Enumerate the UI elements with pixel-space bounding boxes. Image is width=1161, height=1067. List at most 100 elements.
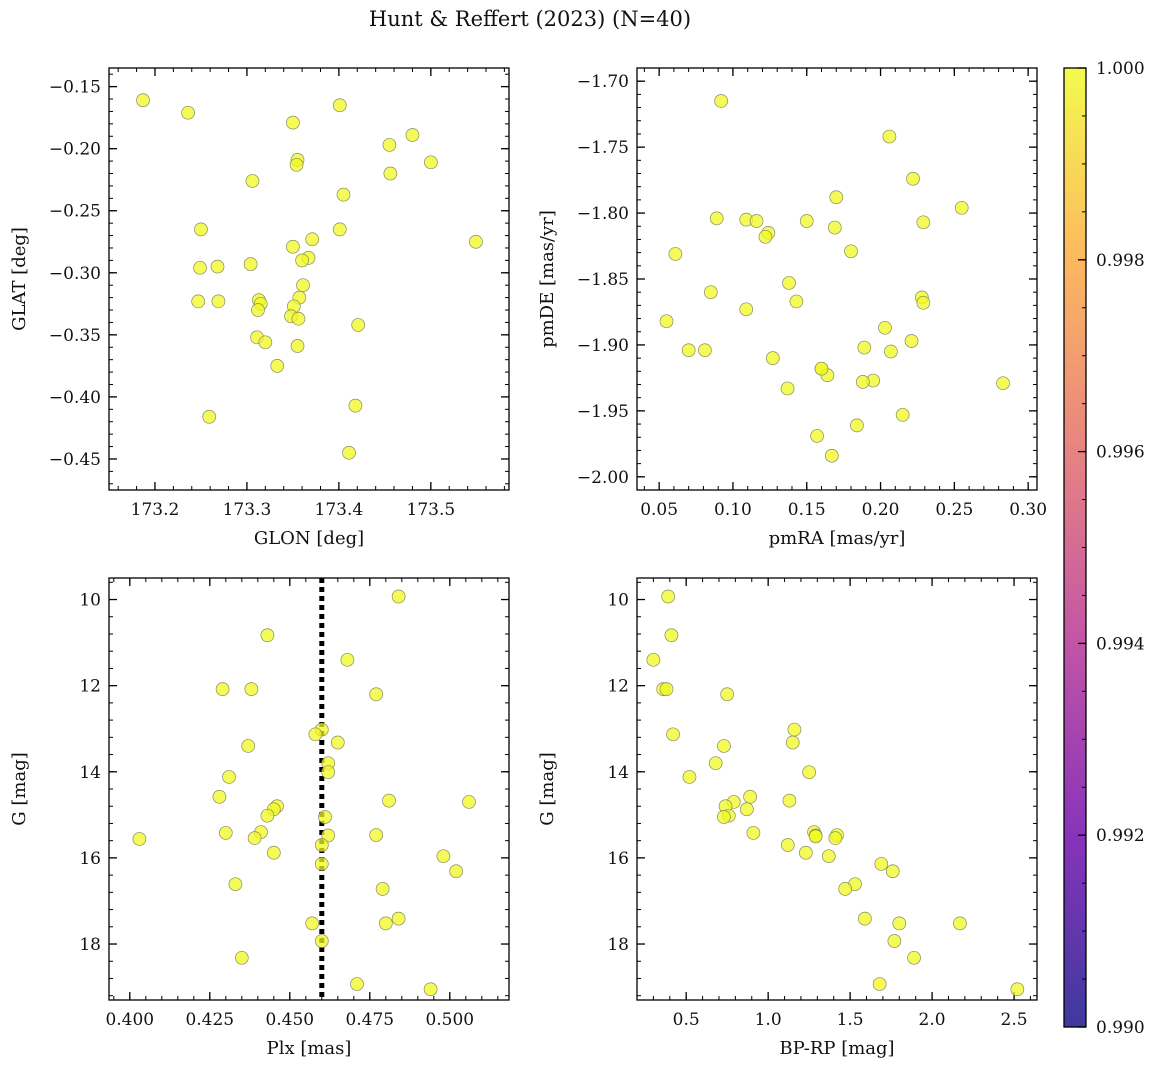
y-tick-label: −2.00 <box>577 468 629 488</box>
x-tick-label: 173.5 <box>407 500 456 520</box>
y-tick-label: −1.90 <box>577 336 629 356</box>
y-tick-label: 16 <box>79 849 101 869</box>
scatter-point <box>1010 982 1025 997</box>
scatter-point <box>210 259 225 274</box>
scatter-point <box>714 94 728 108</box>
scatter-point <box>181 105 195 120</box>
scatter-point <box>336 187 351 202</box>
scatter-point <box>290 339 305 353</box>
x-axis-label: BP-RP [mag] <box>779 1038 894 1059</box>
scatter-point <box>378 916 393 931</box>
scatter-point <box>321 828 336 843</box>
scatter-point <box>646 652 661 667</box>
x-tick-label: 173.3 <box>223 500 272 520</box>
scatter-point <box>191 294 206 309</box>
x-tick-label: 0.475 <box>345 1010 394 1030</box>
scatter-point <box>681 343 696 358</box>
y-tick-label: −1.80 <box>577 204 629 224</box>
scatter-point <box>895 407 910 422</box>
scatter-point <box>436 849 451 864</box>
x-tick-label: 0.10 <box>714 500 752 520</box>
scatter-point <box>857 340 872 355</box>
scatter-point <box>369 687 384 702</box>
scatter-point <box>904 334 919 348</box>
y-tick-label: −0.30 <box>49 264 101 284</box>
scatter-point <box>884 344 898 359</box>
x-tick-label: 0.500 <box>425 1010 474 1030</box>
scatter-point <box>708 756 723 771</box>
scatter-point <box>245 174 260 188</box>
scatter-point <box>321 765 336 780</box>
scatter-point <box>291 311 306 326</box>
x-tick-label: 173.4 <box>315 500 364 520</box>
scatter-point <box>289 157 304 172</box>
scatter-point <box>391 589 406 604</box>
scatter-point <box>821 849 836 864</box>
scatter-point <box>855 375 870 389</box>
scatter-point <box>682 770 697 784</box>
y-tick-label: −1.95 <box>577 402 629 422</box>
scatter-point <box>314 838 329 852</box>
colorbar-tick-label: 0.996 <box>1096 443 1145 463</box>
scatter-point <box>194 222 208 237</box>
scatter-point <box>906 171 920 186</box>
y-tick-label: 12 <box>79 677 101 697</box>
y-axis-label: G [mag] <box>537 752 558 825</box>
scatter-point <box>787 722 802 737</box>
scatter-point <box>462 795 476 809</box>
y-tick-label: 18 <box>79 935 101 955</box>
x-axis-label: pmRA [mas/yr] <box>769 528 906 549</box>
x-tick-label: 0.20 <box>862 500 900 520</box>
scatter-point <box>799 845 813 860</box>
panel-pmra-pmde: 0.05 0.10 0.15 0.20 0.25 0.30 −1.70 −1.75 −1.80 −… <box>537 67 1047 549</box>
scatter-point <box>717 739 731 753</box>
scatter-point <box>193 260 207 275</box>
scatter-point <box>350 977 364 991</box>
scatter-point <box>916 295 931 310</box>
scatter-point <box>202 409 217 424</box>
scatter-point <box>858 911 872 926</box>
scatter-point <box>664 628 679 643</box>
y-tick-label: 16 <box>607 849 629 869</box>
scatter-point <box>808 829 823 844</box>
axes-frame <box>636 577 1038 1001</box>
scatter-point <box>954 200 969 215</box>
axes-frame <box>636 67 1038 491</box>
y-axis-label: G [mag] <box>9 752 30 825</box>
scatter-point <box>720 687 735 702</box>
scatter-point <box>780 838 795 852</box>
scatter-point <box>260 808 275 823</box>
x-tick-label: 0.05 <box>640 500 678 520</box>
y-tick-label: −0.45 <box>49 450 101 470</box>
scatter-point <box>659 314 674 329</box>
y-tick-label: −1.75 <box>577 138 629 158</box>
y-tick-label: −0.15 <box>49 78 101 98</box>
scatter-point <box>342 445 356 460</box>
scatter-point <box>382 138 397 152</box>
scatter-point <box>308 727 323 742</box>
scatter-point <box>739 302 754 317</box>
scatter-point <box>351 318 366 332</box>
y-tick-label: −0.35 <box>49 326 101 346</box>
colorbar-tick-label: 0.990 <box>1096 1018 1145 1038</box>
scatter-point <box>266 845 281 860</box>
scatter-point <box>661 589 675 604</box>
scatter-point <box>340 652 355 667</box>
scatter-point <box>828 831 843 845</box>
scatter-point <box>270 359 285 373</box>
y-tick-label: 12 <box>607 677 629 697</box>
scatter-point <box>136 93 150 108</box>
x-tick-label: 173.2 <box>131 500 180 520</box>
scatter-point <box>739 802 754 817</box>
scatter-point <box>234 950 249 965</box>
scatter-point <box>829 190 844 205</box>
x-tick-label: 0.400 <box>105 1010 154 1030</box>
scatter-point <box>295 253 309 268</box>
scatter-point <box>814 361 829 376</box>
scatter-point <box>375 882 390 896</box>
scatter-point <box>743 789 757 804</box>
scatter-point <box>953 916 967 931</box>
scatter-point <box>838 882 853 896</box>
y-tick-label: 14 <box>79 763 101 783</box>
